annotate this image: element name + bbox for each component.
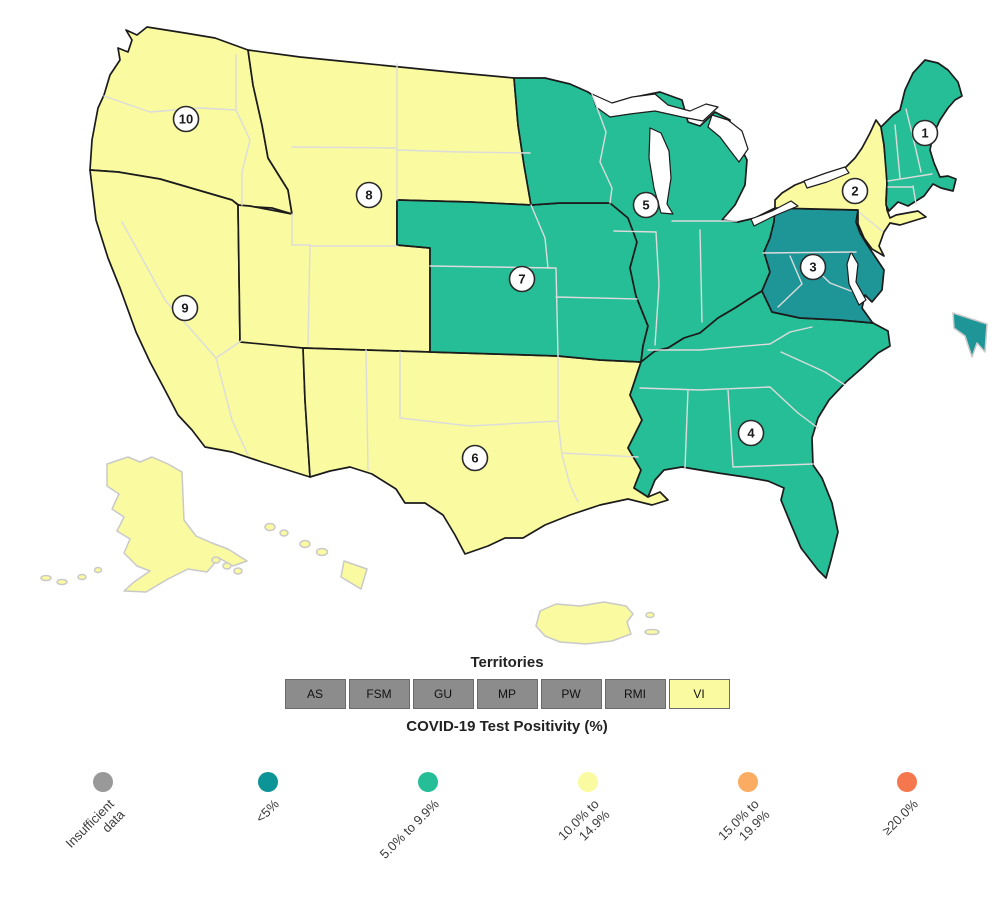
lake-superior	[591, 93, 719, 122]
region-marker-3[interactable]: 3	[799, 253, 827, 281]
legend-dot-lt5	[258, 772, 278, 792]
great-lakes	[591, 93, 867, 306]
legend-dot-10-14	[578, 772, 598, 792]
region-markers: 1 2 3 4 5 6 7 8	[171, 105, 939, 472]
marker-circle-1[interactable]	[911, 119, 939, 147]
us-hhs-region-map: 1 2 3 4 5 6 7 8	[40, 26, 988, 645]
alaska-inset[interactable]	[40, 456, 248, 593]
territory-box-pw[interactable]: PW	[540, 679, 602, 709]
lake-erie	[750, 200, 799, 227]
marker-circle-3[interactable]	[799, 253, 827, 281]
marker-circle-7[interactable]	[508, 265, 536, 293]
region-marker-1[interactable]: 1	[911, 119, 939, 147]
marker-number-6: 6	[471, 451, 478, 466]
marker-number-9: 9	[181, 301, 188, 316]
legend-dot-15-19	[738, 772, 758, 792]
lake-huron	[707, 114, 749, 163]
marker-circle-5[interactable]	[632, 191, 660, 219]
state-borders	[103, 54, 933, 503]
marker-number-5: 5	[642, 198, 649, 213]
marker-number-1: 1	[921, 126, 928, 141]
puerto-rico-inset[interactable]	[535, 601, 660, 645]
region-marker-8[interactable]: 8	[355, 181, 383, 209]
legend-dot-5-9	[418, 772, 438, 792]
hawaii-inset[interactable]	[264, 522, 368, 590]
legend-dot-insufficient	[93, 772, 113, 792]
lake-ontario	[803, 166, 850, 189]
marker-circle-10[interactable]	[172, 105, 200, 133]
territory-box-mp[interactable]: MP	[476, 679, 538, 709]
lake-michigan	[648, 127, 674, 215]
territory-box-fsm[interactable]: FSM	[348, 679, 410, 709]
legend-dot-gte20	[897, 772, 917, 792]
marker-circle-2[interactable]	[841, 177, 869, 205]
region-marker-7[interactable]: 7	[508, 265, 536, 293]
puerto-rico-area[interactable]	[535, 601, 634, 645]
marker-number-3: 3	[809, 260, 816, 275]
marker-number-7: 7	[518, 272, 525, 287]
region-marker-2[interactable]: 2	[841, 177, 869, 205]
alaska-area[interactable]	[106, 456, 248, 593]
marker-circle-8[interactable]	[355, 181, 383, 209]
territory-box-vi[interactable]: VI	[668, 679, 730, 709]
region-marker-5[interactable]: 5	[632, 191, 660, 219]
region-9-area[interactable]	[89, 169, 311, 478]
region-marker-6[interactable]: 6	[461, 444, 489, 472]
territory-row: AS FSM GU MP PW RMI VI	[283, 679, 731, 709]
territory-box-gu[interactable]: GU	[412, 679, 474, 709]
territory-box-rmi[interactable]: RMI	[604, 679, 666, 709]
hawaii-big-island[interactable]	[340, 560, 368, 590]
marker-circle-6[interactable]	[461, 444, 489, 472]
territories-title: Territories	[470, 654, 544, 671]
aleutian-islands	[40, 556, 243, 586]
marker-number-8: 8	[365, 188, 372, 203]
region-marker-10[interactable]: 10	[172, 105, 200, 133]
marker-circle-4[interactable]	[737, 419, 765, 447]
region-marker-4[interactable]: 4	[737, 419, 765, 447]
region-marker-9[interactable]: 9	[171, 294, 199, 322]
marker-number-4: 4	[747, 426, 755, 441]
marker-number-2: 2	[851, 184, 858, 199]
covid-test-positivity-map-page: { "colors": { "yellow": "#FAFAA0", "gree…	[40, 26, 988, 862]
marker-circle-9[interactable]	[171, 294, 199, 322]
offshore-inset-shape[interactable]	[952, 312, 988, 358]
territory-box-as[interactable]: AS	[284, 679, 346, 709]
marker-number-10: 10	[179, 112, 193, 127]
chesapeake-bay	[846, 251, 867, 306]
legend-title: COVID-19 Test Positivity (%)	[406, 718, 608, 735]
territories-block: Territories AS FSM GU MP PW RMI VI	[283, 654, 731, 709]
